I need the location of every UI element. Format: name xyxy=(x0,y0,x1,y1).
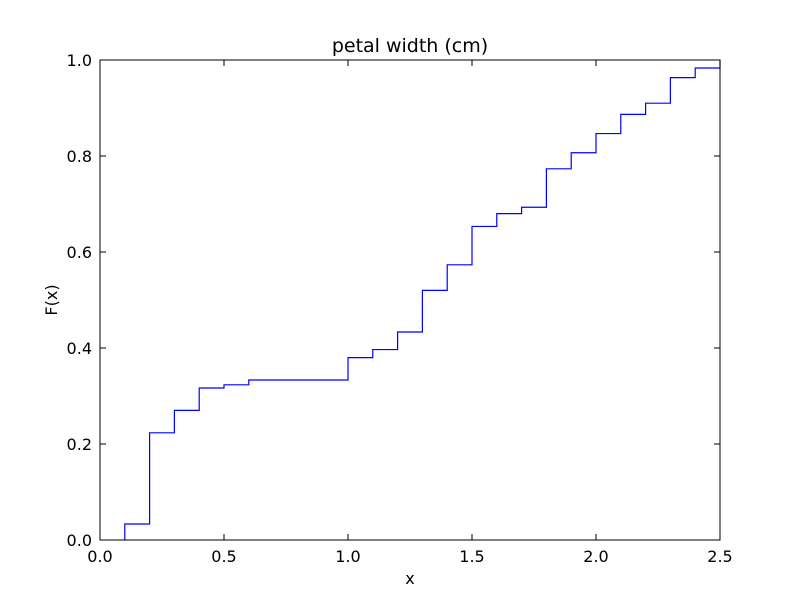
x-tick-label: 2.5 xyxy=(707,547,732,566)
y-tick-label: 0.0 xyxy=(67,531,92,550)
plot-frame xyxy=(99,59,721,541)
y-axis-label: F(x) xyxy=(42,284,61,315)
x-tick-label: 0.5 xyxy=(211,547,236,566)
x-tick-label: 2.0 xyxy=(583,547,608,566)
ecdf-step-line xyxy=(124,60,721,540)
x-axis-label: x xyxy=(405,569,414,588)
y-tick-label: 0.4 xyxy=(67,339,92,358)
ticks-layer: 0.0 0.5 1.0 1.5 2.0 2.5 0.0 0.2 0.4 0.6 0.8 1.0 xyxy=(67,51,733,566)
y-tick-label: 1.0 xyxy=(67,51,92,70)
x-tick-label: 1.5 xyxy=(459,547,484,566)
chart-title: petal width (cm) xyxy=(332,35,488,57)
y-tick-label: 0.6 xyxy=(67,243,92,262)
y-tick-label: 0.2 xyxy=(67,435,92,454)
x-tick-label: 1.0 xyxy=(335,547,360,566)
series-layer xyxy=(124,60,721,540)
y-tick-label: 0.8 xyxy=(67,147,92,166)
x-tick-label: 0.0 xyxy=(87,547,112,566)
